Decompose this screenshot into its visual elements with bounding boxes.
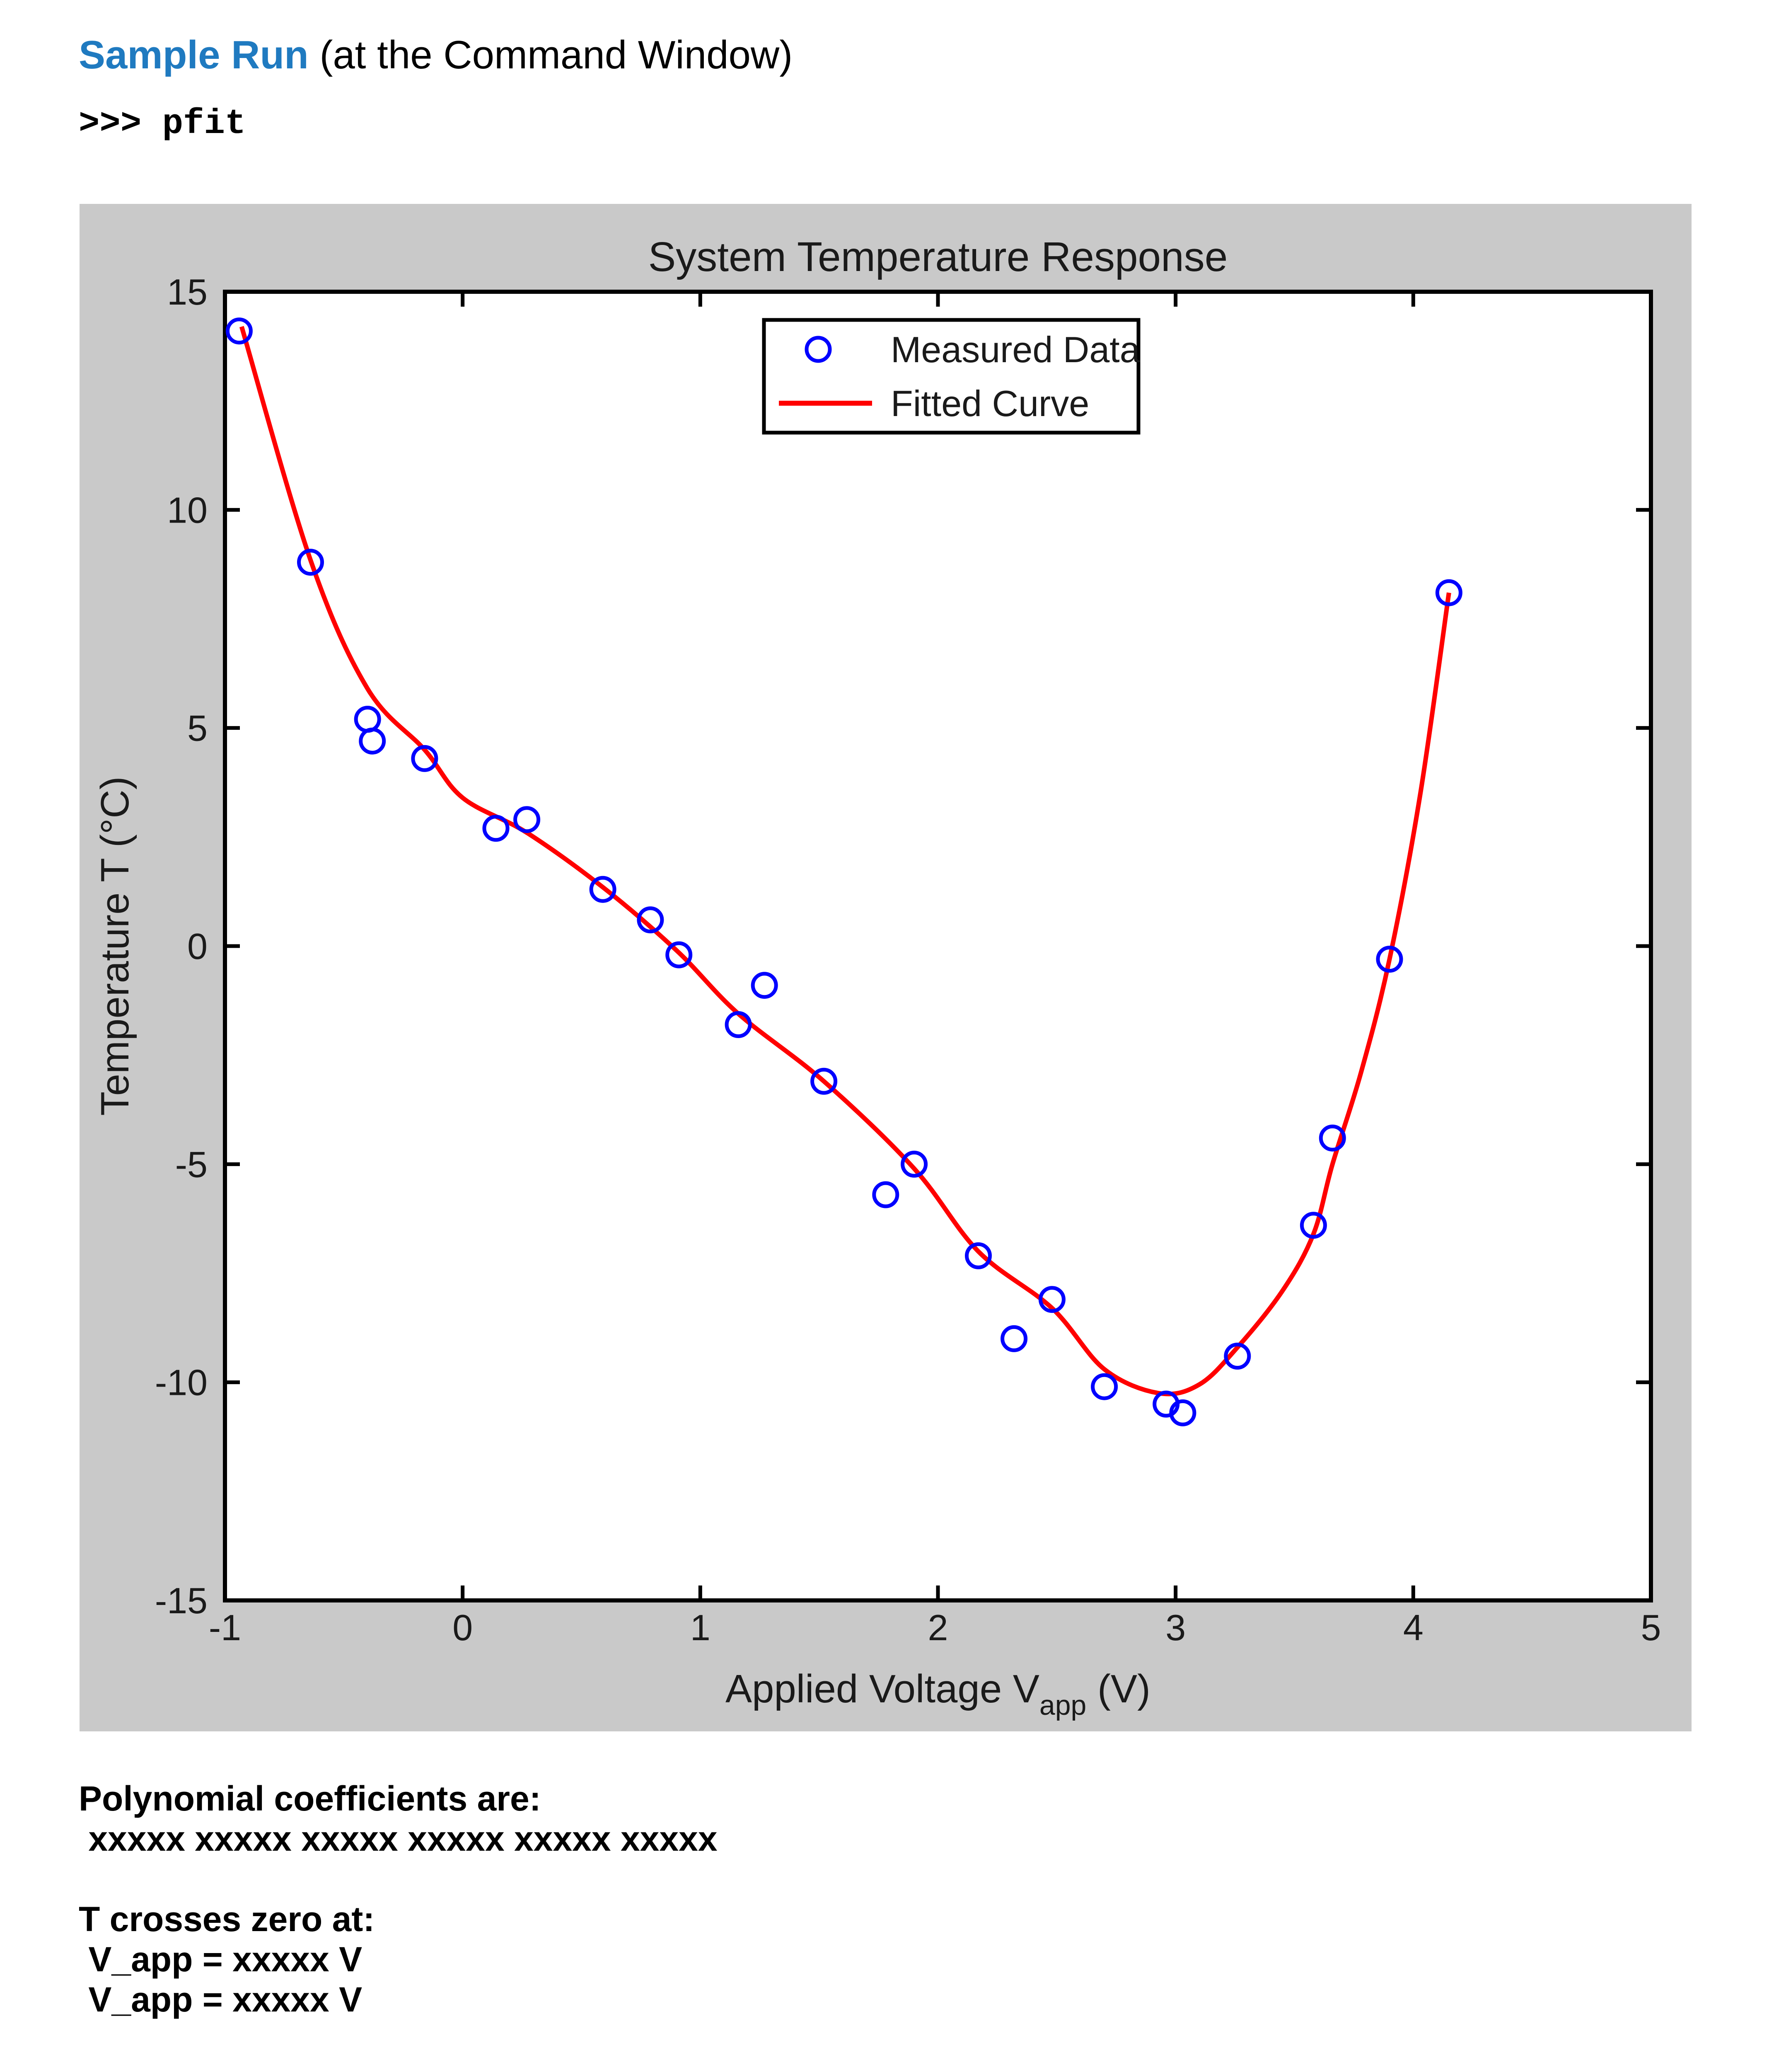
data-point-marker xyxy=(1300,1212,1327,1239)
note-section: NOTE: The polynomial coefficients and ze… xyxy=(79,2065,1675,2072)
data-point-marker xyxy=(725,1011,752,1038)
y-tick-label: -5 xyxy=(175,1144,208,1185)
data-point-marker xyxy=(1169,1399,1196,1426)
measured-data-series xyxy=(225,317,1462,1426)
y-tick-label: 5 xyxy=(187,708,208,749)
data-point-marker xyxy=(637,906,664,934)
data-point-marker xyxy=(482,815,510,842)
temperature-response-chart: System Temperature Response-1 0 1 2 3 4 515105… xyxy=(93,234,1661,1721)
data-point-marker xyxy=(297,549,324,576)
legend-label-fitted-curve: Fitted Curve xyxy=(891,383,1089,424)
x-tick-label: -1 xyxy=(209,1607,241,1648)
console-line-vapp-1: V_app = xxxxx V xyxy=(79,1940,363,1979)
command-prompt-line: >>> pfit xyxy=(79,104,246,144)
data-point-marker xyxy=(751,972,778,999)
data-point-marker xyxy=(1435,579,1462,606)
console-output: Polynomial coefficients are: xxxxx xxxxx… xyxy=(79,1779,718,2020)
console-line-coeff-header: Polynomial coefficients are: xyxy=(79,1779,541,1818)
console-line-blank xyxy=(79,1859,718,1899)
figure-panel: System Temperature Response -1 0 1 2 3 4 5 15 10 5… xyxy=(80,204,1692,1731)
data-point-marker xyxy=(411,745,438,772)
data-point-marker xyxy=(965,1242,992,1269)
legend-marker-circle-icon xyxy=(805,336,832,363)
y-tick-label: 0 xyxy=(187,926,208,967)
chart-title: System Temperature Response xyxy=(648,234,1228,280)
data-point-marker xyxy=(513,806,541,833)
y-axis-label: Temperature T (°C) xyxy=(93,776,137,1116)
heading-subtitle: (at the Command Window) xyxy=(308,33,793,77)
x-axis-label: Applied Voltage Vapp (V) xyxy=(725,1667,1150,1721)
data-point-marker xyxy=(1091,1373,1118,1400)
x-tick-label: 3 xyxy=(1165,1607,1186,1648)
data-point-marker xyxy=(225,317,253,345)
axis-ticks xyxy=(223,290,1653,1602)
x-tick-label: 5 xyxy=(1641,1607,1661,1648)
y-tick-label: 15 xyxy=(167,271,208,312)
x-tick-label: 0 xyxy=(452,1607,473,1648)
x-tick-label: 2 xyxy=(928,1607,948,1648)
legend-label-measured-data: Measured Data xyxy=(891,329,1140,370)
console-line-zero-header: T crosses zero at: xyxy=(79,1900,375,1939)
x-tick-label: 1 xyxy=(690,1607,711,1648)
legend-box: Measured Data Fitted Curve xyxy=(762,318,1141,435)
heading-sample-run: Sample Run xyxy=(79,33,309,77)
data-point-marker xyxy=(1319,1124,1346,1152)
note-label: NOTE: xyxy=(79,2065,1675,2072)
plot-area xyxy=(223,290,1653,1602)
data-point-marker xyxy=(1001,1325,1028,1352)
data-point-marker xyxy=(1038,1286,1066,1313)
y-tick-label: -10 xyxy=(155,1362,208,1403)
data-point-marker xyxy=(872,1181,899,1208)
data-point-marker xyxy=(1224,1343,1251,1370)
data-point-marker xyxy=(901,1150,928,1178)
y-tick-label: -15 xyxy=(155,1580,208,1621)
console-line-vapp-2: V_app = xxxxx V xyxy=(79,1980,363,2019)
data-point-marker xyxy=(1376,946,1403,973)
data-point-marker xyxy=(665,941,693,968)
data-point-marker xyxy=(359,727,386,755)
y-tick-label: 10 xyxy=(167,489,208,530)
x-tick-label: 4 xyxy=(1403,1607,1423,1648)
data-point-marker xyxy=(810,1067,838,1095)
section-heading: Sample Run (at the Command Window) xyxy=(79,32,793,78)
data-point-marker xyxy=(589,876,616,903)
console-line-coeff-values: xxxxx xxxxx xxxxx xxxxx xxxxx xxxxx xyxy=(79,1819,718,1858)
